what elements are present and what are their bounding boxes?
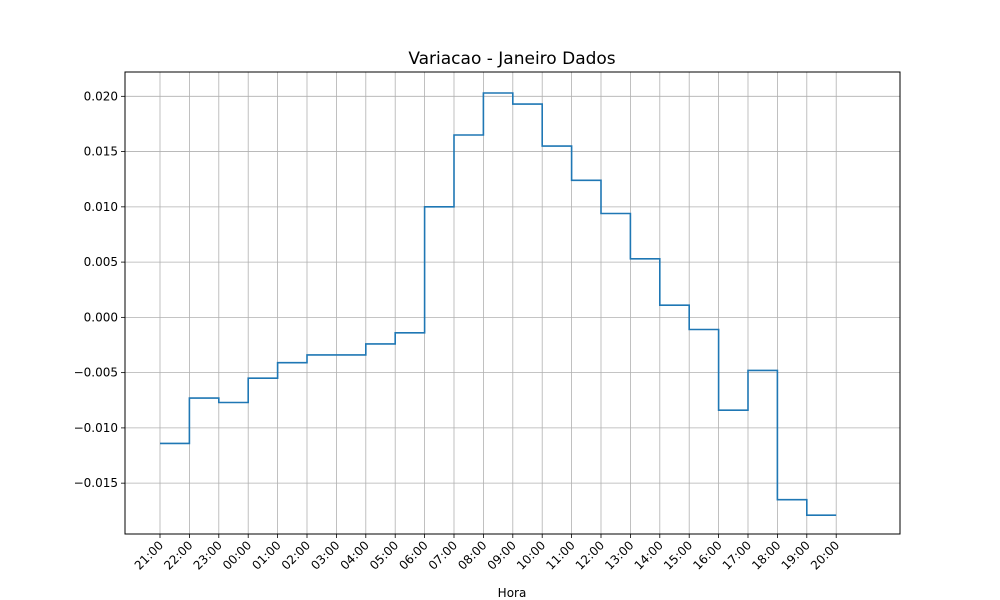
y-tick-label: 0.020 (84, 89, 118, 103)
x-tick-label: 12:00 (573, 538, 607, 572)
x-tick-label: 14:00 (632, 538, 666, 572)
x-tick-label: 03:00 (308, 538, 342, 572)
x-tick-label: 20:00 (808, 538, 842, 572)
x-tick-label: 19:00 (779, 538, 813, 572)
x-tick-label: 00:00 (220, 538, 254, 572)
y-tick-label: −0.015 (74, 476, 118, 490)
x-tick-label: 16:00 (690, 538, 724, 572)
y-tick-label: 0.005 (84, 255, 118, 269)
x-axis-ticks: 21:0022:0023:0000:0001:0002:0003:0004:00… (132, 534, 842, 573)
x-tick-label: 04:00 (338, 538, 372, 572)
x-tick-label: 17:00 (720, 538, 754, 572)
x-tick-label: 10:00 (514, 538, 548, 572)
x-tick-label: 22:00 (161, 538, 195, 572)
x-tick-label: 18:00 (749, 538, 783, 572)
y-axis-ticks: 0.020 0.015 0.010 0.005 0.000 −0.005 −0.010 −0.… (74, 89, 125, 490)
chart-title: Variacao - Janeiro Dados (408, 49, 615, 69)
x-tick-label: 07:00 (426, 538, 460, 572)
series-line (160, 92, 837, 516)
x-tick-label: 15:00 (661, 538, 695, 572)
x-axis-label: Hora (498, 586, 527, 600)
x-tick-label: 21:00 (132, 538, 166, 572)
y-tick-label: −0.010 (74, 421, 118, 435)
series-layer (160, 92, 837, 516)
x-tick-label: 05:00 (367, 538, 401, 572)
x-tick-label: 09:00 (485, 538, 519, 572)
y-tick-label: −0.005 (74, 366, 118, 380)
x-tick-label: 06:00 (396, 538, 430, 572)
x-tick-label: 23:00 (191, 538, 225, 572)
x-tick-label: 02:00 (279, 538, 313, 572)
grid (125, 72, 900, 534)
y-tick-label: 0.010 (84, 200, 118, 214)
x-tick-label: 13:00 (602, 538, 636, 572)
x-tick-label: 08:00 (455, 538, 489, 572)
x-tick-label: 01:00 (249, 538, 283, 572)
y-tick-label: 0.000 (84, 310, 118, 324)
y-tick-label: 0.015 (84, 145, 118, 159)
x-tick-label: 11:00 (543, 538, 577, 572)
